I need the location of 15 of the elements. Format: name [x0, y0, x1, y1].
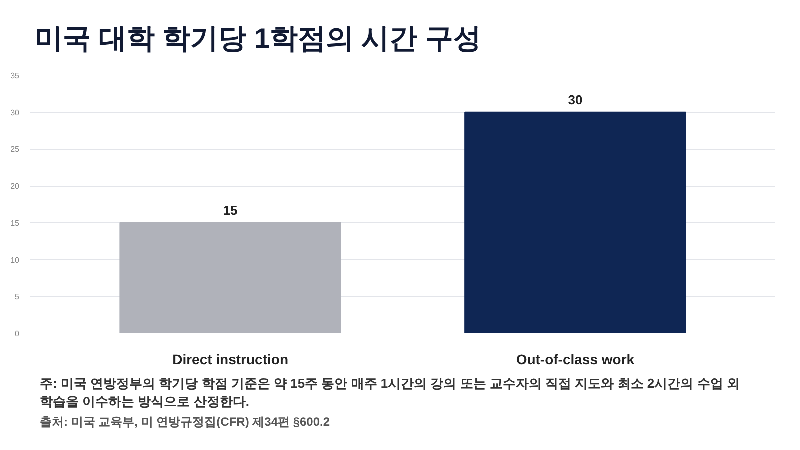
y-tick-label: 10: [10, 256, 20, 265]
data-label: 30: [568, 92, 583, 108]
y-tick-label: 25: [10, 145, 20, 154]
data-label: 15: [223, 202, 238, 218]
y-tick-label: 20: [10, 182, 20, 192]
y-tick-label: 30: [10, 108, 20, 118]
text: 주: 미국 연방정부의 학기당 학점 기준은 약 15주 동안 매주 1시간의 강의 또는 교수자의 직접 지도와 최소 2시간의 수업 외 학습을 이수하는 방식으로 산정한다.: [40, 375, 741, 410]
x-tick-label: Out-of-class work: [516, 352, 635, 368]
y-tick-label: 15: [10, 218, 20, 228]
y-tick-label: 5: [15, 292, 20, 302]
source-note: 출처: 미국 교육부, 미 연방규정집(CFR) 제34편 §600.2: [40, 414, 332, 430]
y-tick-label: 35: [10, 72, 20, 80]
chart-title: 미국 대학 학기당 1학점의 시간 구성: [35, 22, 482, 56]
x-tick-label: Direct instruction: [172, 352, 288, 368]
y-tick-label: 0: [15, 330, 20, 338]
